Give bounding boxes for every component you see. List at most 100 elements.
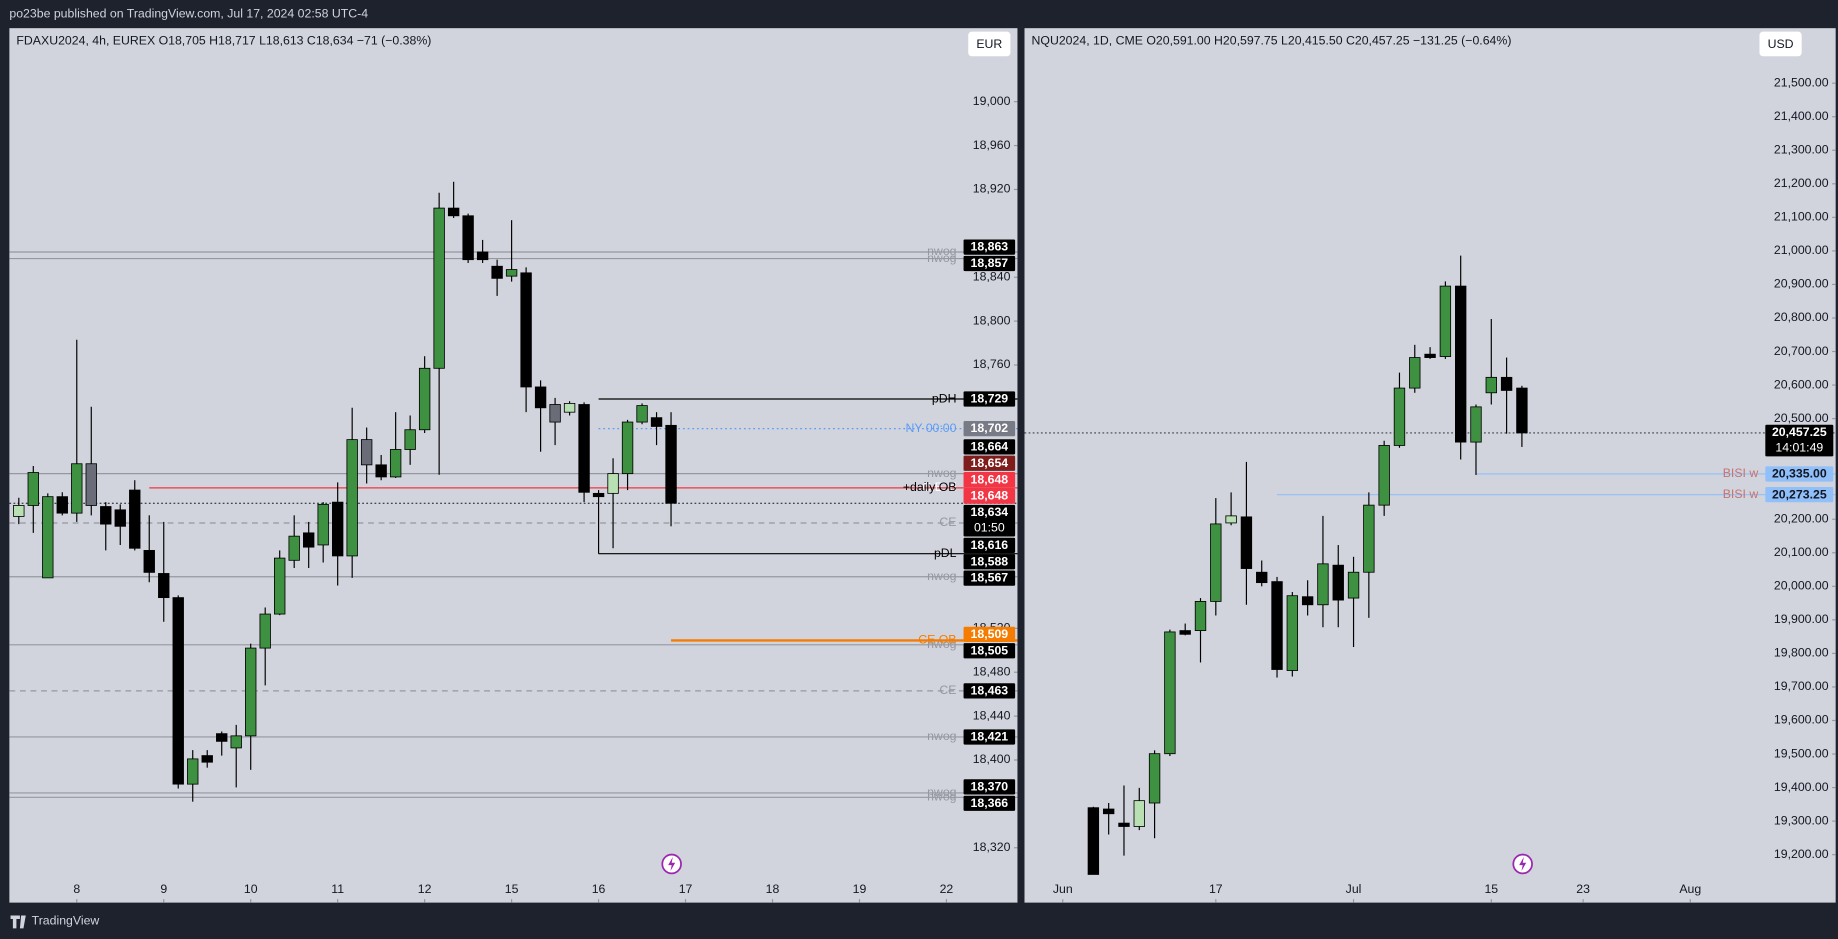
level-tag: nwog (927, 785, 957, 799)
currency-box[interactable] (968, 31, 1011, 57)
y-tick-label: 18,440 (973, 708, 1011, 722)
candle-body (1409, 357, 1421, 389)
price-badge (963, 729, 1016, 745)
price-badge (963, 643, 1016, 659)
price-badge-label: 18,366 (971, 796, 1009, 810)
header: po23be published on TradingView.com, Jul… (9, 6, 368, 20)
price-badge (963, 255, 1016, 272)
candle-body (1485, 376, 1497, 394)
candle-body (433, 207, 445, 369)
candle-body (1225, 515, 1237, 524)
price-badge (963, 472, 1016, 488)
candle-body (360, 439, 373, 466)
y-tick-label: 21,000.00 (1774, 243, 1829, 257)
candle-body (1286, 595, 1299, 671)
y-tick-label: 20,500.00 (1774, 411, 1829, 425)
candle-body (331, 501, 344, 557)
candle-body (1378, 445, 1390, 506)
level-tag: pDH (932, 391, 957, 405)
level-tag: nwog (927, 466, 957, 480)
candle-body (404, 429, 416, 450)
y-tick-label: 19,000 (973, 94, 1011, 108)
currency-box[interactable] (1759, 31, 1802, 57)
y-tick-label: 19,400.00 (1774, 780, 1829, 794)
price-badge-label: 18,648 (971, 472, 1009, 486)
x-tick-label: 23 (1576, 882, 1590, 896)
level-tag: +daily OB (903, 480, 957, 494)
y-tick-label: 19,300.00 (1774, 813, 1829, 827)
y-tick-label: 18,920 (973, 182, 1011, 196)
candle-body (317, 503, 329, 546)
panel (9, 28, 1018, 903)
candle-body (27, 472, 39, 506)
x-tick-label: 17 (1209, 882, 1223, 896)
price-badge (963, 779, 1016, 795)
candle-body (389, 449, 402, 478)
level-tag: nwog (927, 251, 957, 265)
y-tick-label: 19,500.00 (1774, 746, 1829, 760)
price-badge (1765, 424, 1834, 457)
price-badge (963, 391, 1016, 407)
candle-body (650, 417, 663, 427)
price-badge-label: 18,857 (971, 256, 1009, 270)
candle-body (1317, 563, 1329, 606)
level-tag: nwog (927, 790, 957, 804)
level-tag: pDL (934, 546, 957, 560)
level-tag: CE (939, 515, 956, 529)
candle-body (549, 404, 561, 423)
countdown: 14:01:49 (1775, 440, 1823, 454)
x-tick-label: Aug (1679, 882, 1701, 896)
y-tick-label: 19,800.00 (1774, 646, 1829, 660)
candle-body (1164, 631, 1176, 755)
candle-body (1347, 571, 1360, 599)
x-tick-label: 18 (766, 882, 780, 896)
y-tick-label: 18,320 (973, 840, 1011, 854)
x-tick-label: 10 (244, 882, 258, 896)
price-badge (963, 570, 1016, 586)
y-tick-label: 20,200.00 (1774, 511, 1829, 525)
x-tick-label: 8 (73, 882, 80, 896)
legend: NQU2024, 1D, CME O20,591.00 H20,597.75 L… (1032, 33, 1512, 47)
price-badge (963, 455, 1016, 471)
candle-body (578, 404, 590, 493)
candle-body (1240, 516, 1253, 569)
level-tag: NY 00:00 (905, 421, 956, 435)
price-badge-label: 18,616 (971, 538, 1009, 552)
y-tick-label: 19,600.00 (1774, 713, 1829, 727)
candle-body (1194, 601, 1207, 632)
y-tick-label: 21,300.00 (1774, 143, 1829, 157)
candle-body (1179, 630, 1191, 635)
price-badge-label: 18,505 (971, 643, 1009, 657)
candle-body (1102, 808, 1115, 815)
price-badge-label: 18,654 (971, 456, 1009, 470)
level-tag: BISI w (1723, 487, 1759, 501)
y-tick-label: 20,600.00 (1774, 377, 1829, 391)
logo (10, 915, 26, 929)
candle-body (1148, 753, 1161, 804)
x-tick-label: 19 (853, 882, 867, 896)
panel (1024, 28, 1836, 903)
y-tick-label: 20,000.00 (1774, 579, 1829, 593)
currency[interactable]: USD (1768, 37, 1794, 51)
candle-body (491, 265, 503, 279)
price-badge (1765, 466, 1834, 482)
price-badge (963, 626, 1016, 643)
level-tag: BISI w (1723, 466, 1759, 480)
candle-body (303, 532, 315, 548)
x-tick-label: 17 (679, 882, 693, 896)
currency[interactable]: EUR (976, 37, 1002, 51)
candle-body (216, 733, 228, 742)
x-tick-label: 15 (1484, 882, 1498, 896)
price-badge-label: 18,463 (971, 683, 1009, 697)
candle-body (418, 367, 431, 431)
price-badge (963, 439, 1016, 455)
chart: 19,200.00 19,300.00 19,400.00 19,500.00 19,6… (1024, 75, 1836, 903)
level-tag: nwog (927, 637, 957, 651)
candle-body (288, 535, 300, 561)
candle-body (607, 473, 619, 494)
y-tick-label: 19,700.00 (1774, 679, 1829, 693)
level-tag: nwog (927, 569, 957, 583)
price-badge-label: 20,457.25 (1772, 425, 1827, 439)
y-tick-label: 18,480 (973, 664, 1011, 678)
